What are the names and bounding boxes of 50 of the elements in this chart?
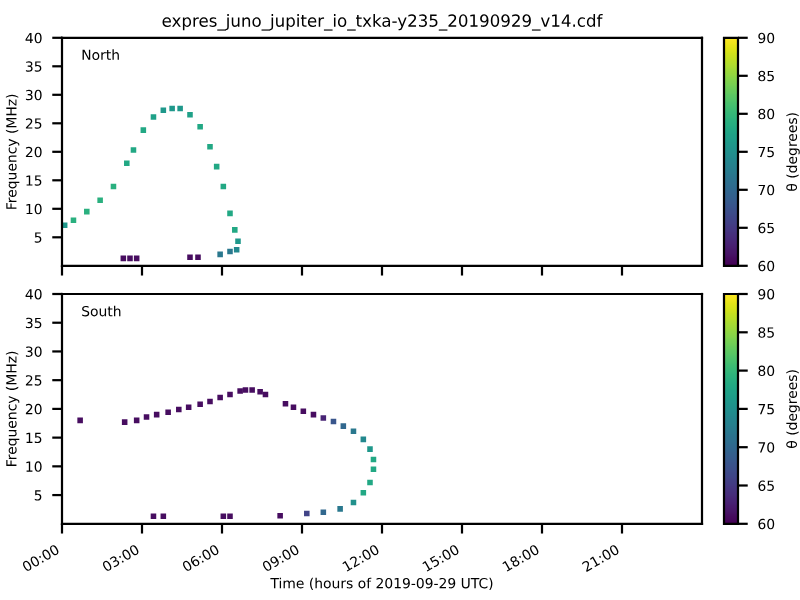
point [300,408,307,414]
point [127,255,133,262]
point [177,105,183,112]
point [227,248,233,255]
point [242,387,249,393]
point [227,210,233,217]
point [165,409,171,416]
point [227,391,233,398]
point [337,506,343,512]
point [217,394,223,401]
point [233,247,240,253]
point [150,114,157,120]
point [130,147,137,153]
chart-title: expres_juno_jupiter_io_txka-y235_20190929_v14.cdf [162,14,603,31]
point [367,479,373,486]
point [340,423,347,429]
point [237,388,243,394]
point [84,208,90,215]
point [277,512,283,519]
point [235,238,241,245]
point [77,417,83,424]
point [227,513,233,520]
point [124,160,130,166]
point [140,127,147,133]
point [197,401,203,408]
point [195,254,201,261]
point [282,400,289,407]
point [304,510,310,517]
point [320,415,327,421]
point [176,406,182,413]
point [143,414,150,420]
point [360,490,367,496]
point [370,466,377,472]
point [197,123,203,130]
point [367,446,373,452]
point [160,107,167,113]
point [257,388,263,395]
point [97,197,103,204]
point [207,143,213,150]
point [290,404,297,410]
point [169,105,175,112]
point [187,111,193,118]
point [70,217,77,223]
point [217,251,223,258]
point [249,387,255,393]
point [121,419,128,425]
point [185,404,192,410]
point [232,227,238,233]
point [207,398,213,405]
point [187,254,193,261]
